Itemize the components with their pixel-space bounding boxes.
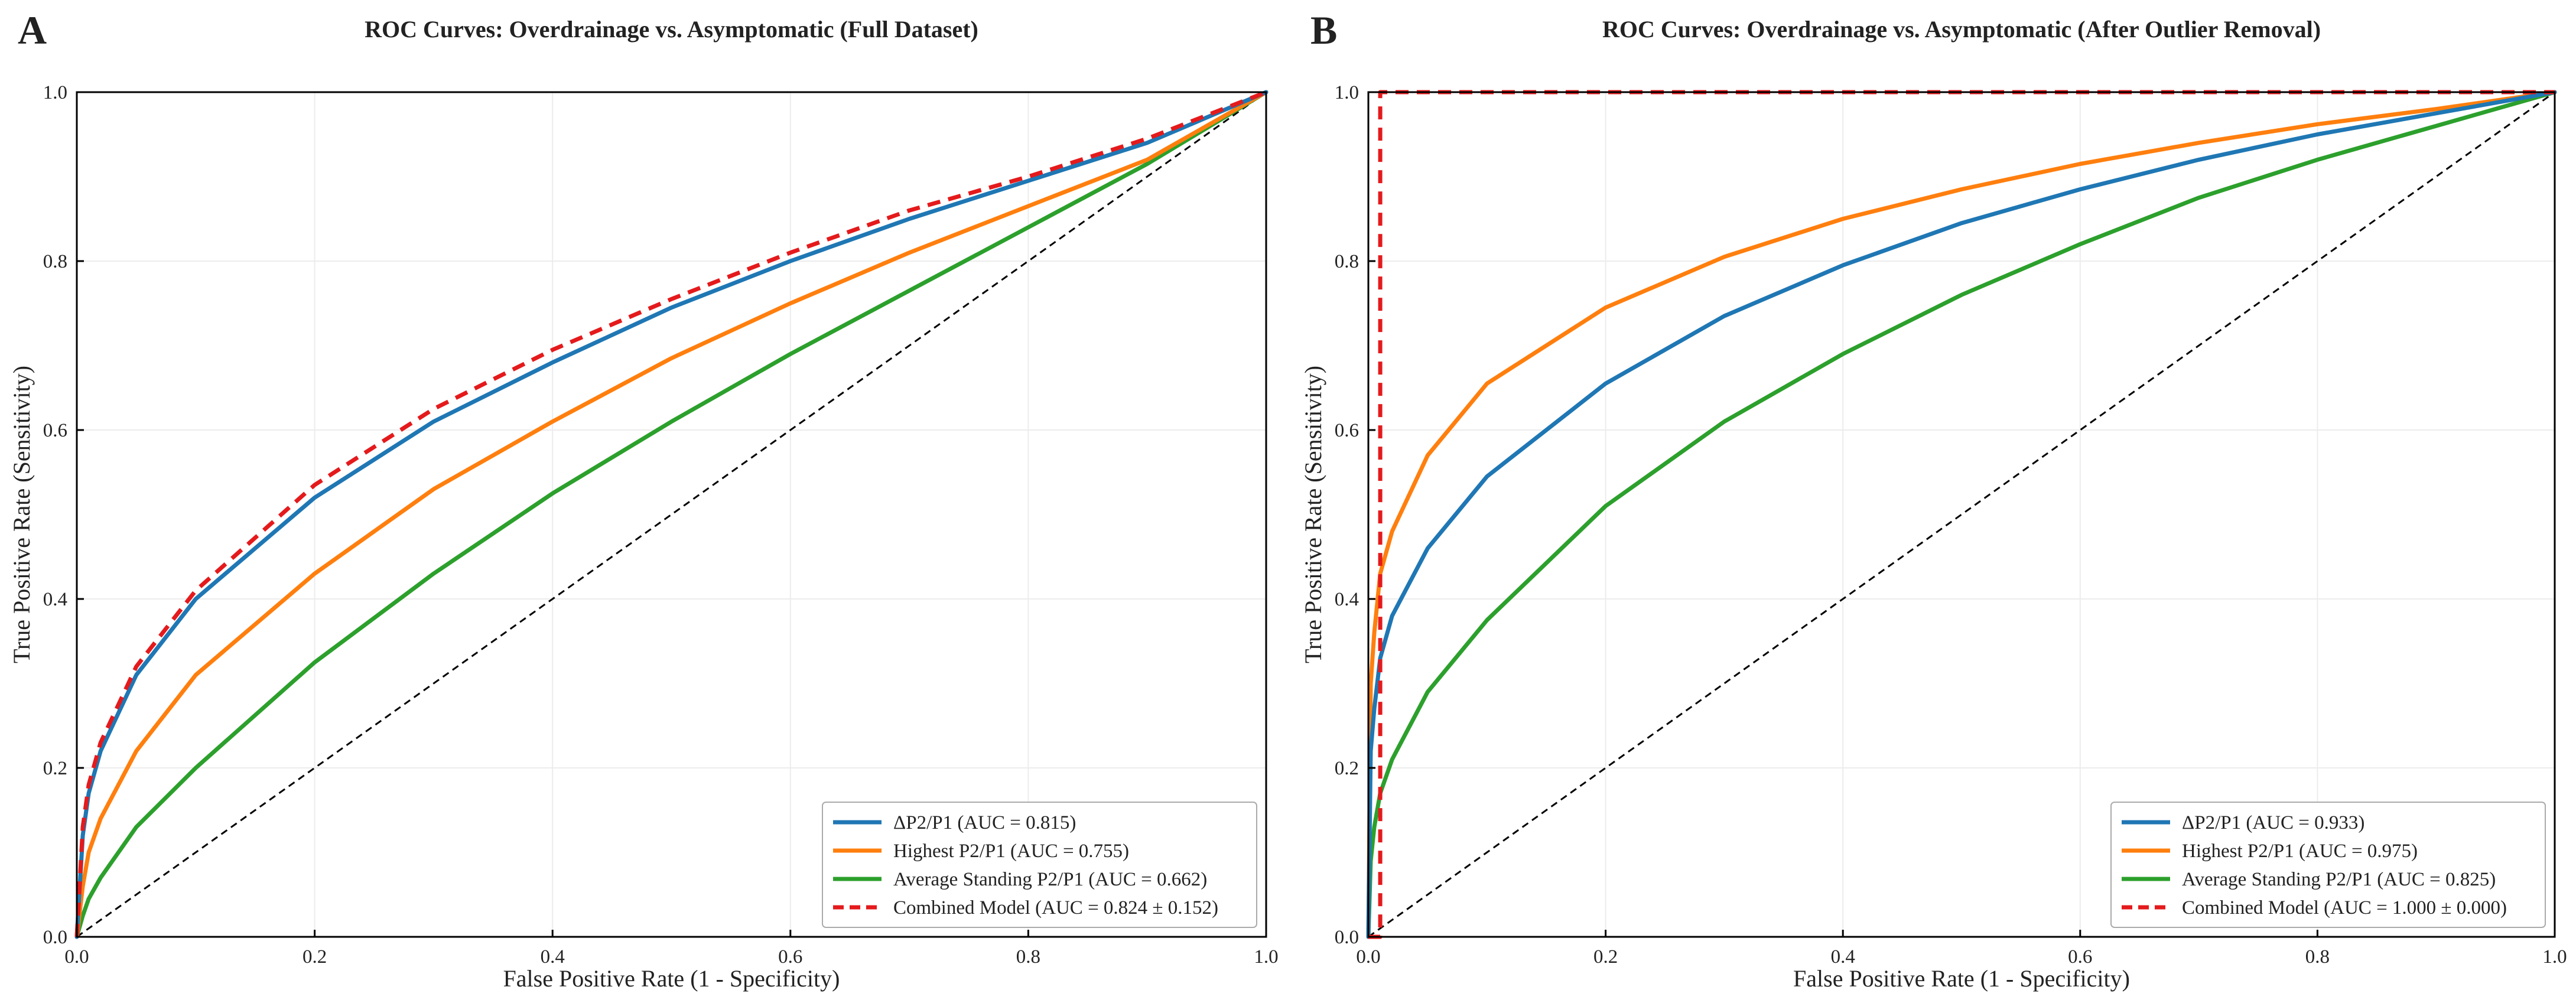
series-line-orange <box>74 90 1269 939</box>
y-tick-label: 0.8 <box>43 251 67 272</box>
x-tick-label: 0.8 <box>2305 946 2330 968</box>
y-tick-label: 0.8 <box>1335 251 1359 272</box>
x-tick-label: 0.0 <box>1356 946 1380 968</box>
series-line-orange <box>1366 90 2557 939</box>
x-axis-label: False Positive Rate (1 - Specificity) <box>503 965 840 992</box>
legend-entry: Average Standing P2/P1 (AUC = 0.662) <box>893 869 1207 890</box>
legend: ΔP2/P1 (AUC = 0.933) Highest P2/P1 (AUC =… <box>2110 802 2546 928</box>
chance-line <box>1368 91 2555 938</box>
legend-entry: Highest P2/P1 (AUC = 0.975) <box>2182 841 2418 862</box>
x-tick-label: 0.6 <box>2068 946 2092 968</box>
chart-panel-b: B ROC Curves: Overdrainage vs. Asymptomat… <box>1300 8 2567 992</box>
x-tick-label: 0.4 <box>1831 946 1855 968</box>
legend-entry: Average Standing P2/P1 (AUC = 0.825) <box>2182 869 2496 890</box>
chart-title: ROC Curves: Overdrainage vs. Asymptomati… <box>1602 16 2321 43</box>
axes-frame <box>1367 91 2556 938</box>
x-tick-label: 1.0 <box>2542 946 2567 968</box>
x-tick-label: 0.6 <box>778 946 802 968</box>
panel-letter: B <box>1310 8 1337 53</box>
x-axis-label: False Positive Rate (1 - Specificity) <box>1793 965 2130 992</box>
legend-entry: Combined Model (AUC = 1.000 ± 0.000) <box>2182 897 2507 919</box>
y-axis-label: True Positive Rate (Sensitivity) <box>1300 366 1326 663</box>
y-tick-label: 0.4 <box>1335 589 1359 610</box>
y-tick-label: 0.6 <box>43 420 67 441</box>
y-tick-label: 0.0 <box>1335 927 1359 948</box>
y-tick-label: 0.2 <box>43 758 67 779</box>
y-tick-label: 0.4 <box>43 589 67 610</box>
series-line-green <box>74 90 1269 939</box>
y-tick-label: 0.0 <box>43 927 67 948</box>
legend: ΔP2/P1 (AUC = 0.815) Highest P2/P1 (AUC =… <box>822 802 1257 928</box>
y-tick-label: 1.0 <box>43 82 67 103</box>
legend-entry: Highest P2/P1 (AUC = 0.755) <box>893 841 1129 862</box>
x-tick-label: 0.2 <box>1593 946 1618 968</box>
axes-frame <box>76 91 1267 938</box>
panel-letter: A <box>18 8 47 53</box>
y-tick-label: 0.2 <box>1335 758 1359 779</box>
x-tick-label: 1.0 <box>1254 946 1278 968</box>
series-line-blue <box>1366 90 2557 939</box>
x-tick-label: 0.0 <box>64 946 89 968</box>
y-tick-label: 0.6 <box>1335 420 1359 441</box>
series-line-green <box>1366 90 2557 939</box>
chart-panel-a: A ROC Curves: Overdrainage vs. Asymptomat… <box>8 8 1279 992</box>
legend-entry: ΔP2/P1 (AUC = 0.815) <box>893 812 1076 833</box>
chart-title: ROC Curves: Overdrainage vs. Asymptomati… <box>365 16 978 43</box>
x-tick-label: 0.2 <box>303 946 327 968</box>
legend-entry: Combined Model (AUC = 0.824 ± 0.152) <box>893 897 1218 919</box>
legend-box <box>822 802 1257 928</box>
legend-entry: ΔP2/P1 (AUC = 0.933) <box>2182 812 2364 833</box>
y-tick-label: 1.0 <box>1335 82 1359 103</box>
y-axis-label: True Positive Rate (Sensitivity) <box>8 366 35 663</box>
series-line-blue <box>74 90 1269 939</box>
x-tick-label: 0.4 <box>541 946 565 968</box>
legend-box <box>2110 802 2546 928</box>
chance-line <box>76 91 1267 938</box>
x-tick-label: 0.8 <box>1016 946 1040 968</box>
